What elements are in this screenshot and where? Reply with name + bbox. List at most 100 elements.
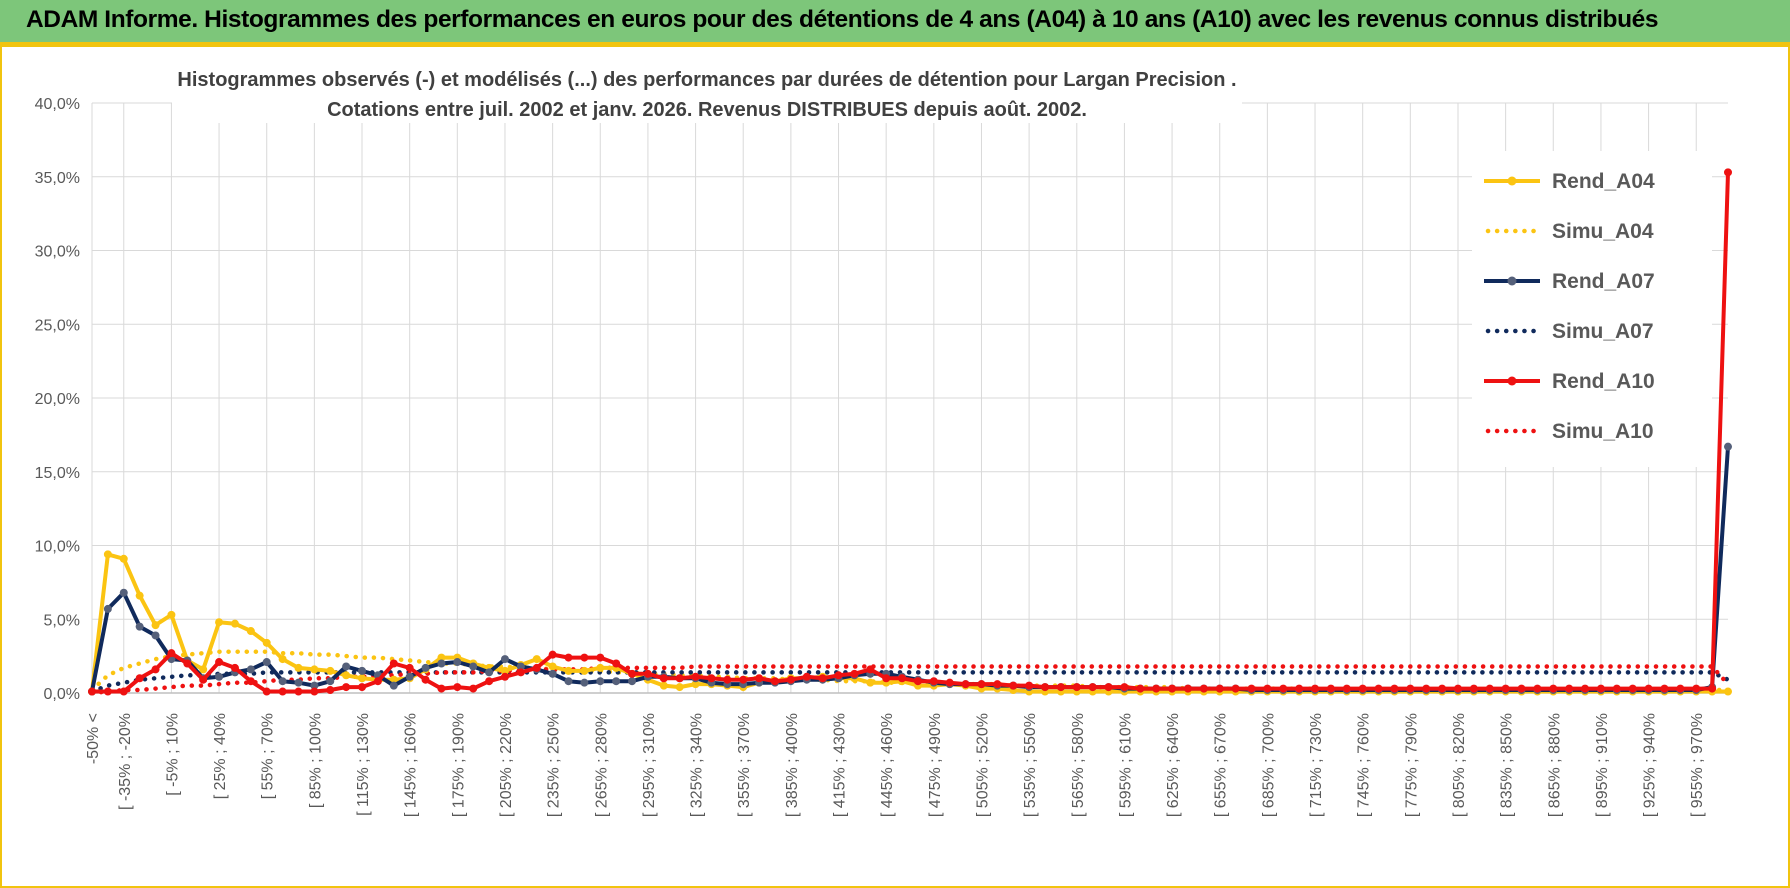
x-tick-label: [ 205% ; 220% [498, 713, 515, 817]
point-Rend_A10 [691, 672, 700, 681]
point-Rend_A10 [1390, 684, 1399, 693]
point-Rend_A10 [850, 669, 859, 678]
point-Rend_A10 [1708, 684, 1717, 693]
point-Rend_A10 [1295, 684, 1304, 693]
point-Rend_A10 [882, 674, 891, 683]
point-Rend_A10 [628, 669, 637, 678]
point-Rend_A10 [1724, 168, 1732, 177]
point-Rend_A10 [1565, 684, 1574, 693]
chart-title: Histogrammes observés (-) et modélisés (… [177, 69, 1236, 91]
point-Rend_A07 [246, 665, 255, 674]
x-tick-label: [ -35% ; -20% [117, 713, 134, 810]
point-Rend_A10 [1517, 684, 1526, 693]
point-Rend_A10 [1136, 684, 1145, 693]
point-Rend_A04 [230, 619, 239, 628]
point-Rend_A10 [786, 675, 795, 684]
point-Rend_A07 [500, 655, 509, 664]
x-tick-label: [ 385% ; 400% [784, 713, 801, 817]
point-Rend_A10 [548, 650, 557, 659]
legend-background [1472, 151, 1712, 467]
legend-label: Simu_A07 [1552, 320, 1654, 343]
point-Rend_A10 [675, 674, 684, 683]
point-Rend_A07 [358, 666, 367, 675]
x-tick-label: [ 55% ; 70% [260, 713, 277, 799]
point-Rend_A10 [1231, 684, 1240, 693]
point-Rend_A10 [342, 683, 351, 692]
y-tick-label: 10,0% [35, 539, 80, 556]
point-Rend_A04 [437, 653, 446, 662]
point-Rend_A07 [389, 681, 398, 690]
point-Rend_A07 [215, 672, 224, 681]
point-Rend_A04 [580, 666, 589, 675]
point-Rend_A10 [929, 677, 938, 686]
legend-label: Simu_A04 [1552, 220, 1654, 243]
point-Rend_A10 [1072, 683, 1081, 692]
y-tick-label: 25,0% [35, 317, 80, 334]
point-Rend_A04 [342, 671, 351, 680]
point-Rend_A04 [103, 550, 112, 559]
point-Rend_A07 [580, 678, 589, 687]
point-Rend_A10 [977, 680, 986, 689]
point-Rend_A10 [580, 653, 589, 662]
point-Rend_A10 [135, 674, 144, 683]
point-Rend_A10 [437, 684, 446, 693]
point-Rend_A07 [469, 662, 478, 671]
point-Rend_A10 [961, 680, 970, 689]
point-Rend_A10 [1358, 684, 1367, 693]
point-Rend_A04 [866, 678, 875, 687]
point-Rend_A10 [707, 674, 716, 683]
x-tick-label: [ 355% ; 370% [736, 713, 753, 817]
x-tick-label: [ 925% ; 940% [1642, 713, 1659, 817]
legend-marker [1507, 376, 1517, 386]
legend-label: Rend_A04 [1552, 170, 1655, 193]
point-Rend_A10 [1056, 683, 1065, 692]
x-tick-label: [ 325% ; 340% [689, 713, 706, 817]
point-Rend_A07 [485, 668, 494, 677]
point-Rend_A10 [485, 677, 494, 686]
x-tick-label: [ 145% ; 160% [403, 713, 420, 817]
point-Rend_A04 [151, 621, 160, 630]
point-Rend_A07 [564, 677, 573, 686]
point-Rend_A04 [358, 674, 367, 683]
point-Rend_A04 [326, 666, 335, 675]
point-Rend_A04 [675, 683, 684, 692]
point-Rend_A10 [945, 678, 954, 687]
point-Rend_A10 [1009, 681, 1018, 690]
legend-marker [1507, 176, 1517, 186]
point-Rend_A10 [1342, 684, 1351, 693]
legend-label: Simu_A10 [1552, 420, 1654, 443]
point-Rend_A10 [183, 659, 192, 668]
point-Rend_A04 [691, 680, 700, 689]
point-Rend_A07 [326, 677, 335, 686]
x-tick-label: [ 595% ; 610% [1117, 713, 1134, 817]
point-Rend_A10 [88, 687, 96, 696]
point-Rend_A10 [151, 665, 160, 674]
point-Rend_A10 [755, 674, 764, 683]
point-Rend_A10 [405, 663, 414, 672]
point-Rend_A10 [1692, 684, 1701, 693]
point-Rend_A10 [1676, 684, 1685, 693]
point-Rend_A10 [278, 687, 287, 696]
point-Rend_A10 [1183, 684, 1192, 693]
point-Rend_A10 [898, 674, 907, 683]
point-Rend_A10 [310, 687, 319, 696]
x-tick-label: [ 775% ; 790% [1403, 713, 1420, 817]
point-Rend_A07 [342, 662, 351, 671]
point-Rend_A10 [1104, 683, 1113, 692]
x-tick-label: [ -5% ; 10% [164, 713, 181, 796]
legend-label: Rend_A07 [1552, 270, 1655, 293]
point-Rend_A07 [278, 677, 287, 686]
point-Rend_A07 [516, 662, 525, 671]
legend-marker [1507, 276, 1517, 286]
point-Rend_A10 [103, 687, 112, 696]
point-Rend_A04 [262, 638, 271, 647]
x-tick-label: [ 295% ; 310% [641, 713, 658, 817]
point-Rend_A10 [389, 659, 398, 668]
chart-frame: 0,0% 5,0% 10,0% 15,0% 20,0% 25,0% 30,0% 35,0% 40… [0, 45, 1790, 888]
title-background [172, 65, 1242, 123]
point-Rend_A04 [532, 655, 541, 664]
point-Rend_A07 [310, 681, 319, 690]
x-tick-label: [ 655% ; 670% [1213, 713, 1230, 817]
point-Rend_A10 [1374, 684, 1383, 693]
point-Rend_A10 [532, 663, 541, 672]
